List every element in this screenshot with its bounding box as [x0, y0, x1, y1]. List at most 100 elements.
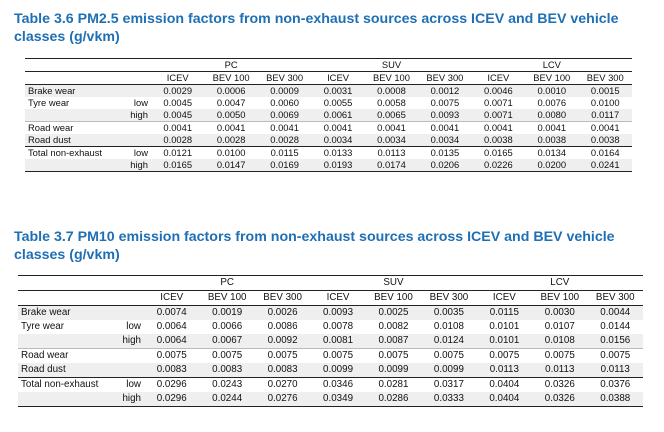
value-cell: 0.0326 [532, 392, 588, 407]
value-cell: 0.0075 [587, 348, 643, 363]
value-cell: 0.0333 [421, 392, 477, 407]
value-cell: 0.0281 [365, 377, 422, 392]
value-cell: 0.0075 [476, 348, 533, 363]
group-header: PC [144, 275, 311, 291]
value-cell: 0.0041 [257, 121, 312, 134]
value-cell: 0.0296 [144, 392, 200, 407]
value-cell: 0.0388 [587, 392, 643, 407]
column-header: BEV 300 [421, 290, 477, 306]
value-cell: 0.0006 [204, 84, 258, 97]
value-cell: 0.0075 [199, 348, 255, 363]
value-cell: 0.0144 [600, 321, 631, 332]
value-cell: 0.0010 [525, 84, 579, 97]
value-cell: 0.0115 [476, 305, 533, 320]
corner-cell [25, 58, 151, 72]
value-cell: 0.0099 [310, 363, 366, 378]
table-row: Road dust 0.0028 0.0028 0.0028 0.0034 0.0034 0… [25, 134, 632, 147]
row-label: Road dust [25, 134, 117, 147]
value-cell: 0.0075 [532, 348, 588, 363]
value-cell: 0.0165 [151, 159, 205, 172]
value-cell: 0.0064 [156, 321, 187, 332]
value-cell: 0.0041 [525, 121, 579, 134]
corner-cell [25, 71, 151, 85]
value-cell: 0.0113 [476, 363, 533, 378]
table-row: high 0.0296 0.0244 0.0276 0.0349 0.0286 0.0333… [18, 392, 643, 407]
value-cell: 0.0044 [587, 305, 643, 320]
value-cell: 0.0086 [267, 321, 298, 332]
value-cell: 0.0034 [364, 134, 419, 147]
value-cell: 0.0076 [537, 97, 567, 108]
row-variant [117, 84, 151, 97]
value-cell: 0.0071 [484, 97, 513, 108]
value-cell: 0.0147 [204, 159, 258, 172]
value-cell: 0.0041 [418, 121, 472, 134]
value-cell: 0.0012 [418, 84, 472, 97]
value-cell: 0.0174 [364, 159, 419, 172]
value-cell: 0.0108 [532, 334, 588, 349]
table-row: high 0.0045 0.0050 0.0069 0.0061 0.0065 0.0093… [25, 109, 632, 122]
row-label: Road wear [18, 348, 110, 363]
table-row: Road wear 0.0075 0.0075 0.0075 0.0075 0.0075 0… [18, 348, 643, 363]
value-cell: 0.0100 [204, 146, 258, 159]
value-cell: 0.0083 [144, 363, 200, 378]
value-cell: 0.0241 [578, 159, 632, 172]
row-variant [117, 134, 151, 147]
value-cell: 0.0041 [578, 121, 632, 134]
value-cell: 0.0025 [365, 305, 422, 320]
row-label: Tyre wear [28, 97, 70, 108]
column-header: BEV 100 [199, 290, 255, 306]
value-cell: 0.0326 [532, 377, 588, 392]
value-cell: 0.0083 [254, 363, 311, 378]
value-cell: 0.0404 [476, 377, 533, 392]
row-label [18, 334, 110, 349]
value-cell: 0.0075 [365, 348, 422, 363]
column-header: BEV 300 [257, 71, 312, 85]
value-cell: 0.0100 [590, 97, 620, 108]
value-cell: 0.0065 [364, 109, 419, 122]
table-row: Brake wear 0.0029 0.0006 0.0009 0.0031 0.0008… [25, 84, 632, 97]
group-header: LCV [471, 58, 632, 72]
value-cell: 0.0124 [421, 334, 477, 349]
group-header: PC [151, 58, 312, 72]
value-cell: 0.0083 [199, 363, 255, 378]
row-variant: high [110, 334, 144, 349]
value-cell: 0.0034 [418, 134, 472, 147]
corner-cell [18, 290, 144, 306]
value-cell: 0.0317 [421, 377, 477, 392]
value-cell: 0.0038 [525, 134, 579, 147]
column-header: BEV 300 [587, 290, 643, 306]
value-cell: 0.0009 [257, 84, 312, 97]
row-variant: high [117, 159, 151, 172]
value-cell: 0.0075 [254, 348, 311, 363]
row-variant: low [117, 146, 151, 159]
value-cell: 0.0038 [471, 134, 526, 147]
value-cell: 0.0134 [525, 146, 579, 159]
row-label: Brake wear [18, 305, 110, 320]
value-cell: 0.0034 [311, 134, 365, 147]
value-cell: 0.0075 [144, 348, 200, 363]
row-label: Brake wear [25, 84, 117, 97]
column-header: ICEV [310, 290, 366, 306]
table-row: Tyre wear low 0.0064 0.0066 0.0086 0.0078 0.00… [18, 320, 643, 334]
value-cell: 0.0296 [144, 377, 200, 392]
column-header: ICEV [151, 71, 205, 85]
value-cell: 0.0046 [471, 84, 526, 97]
column-header: BEV 300 [578, 71, 632, 85]
pm25-table: PC SUV LCV ICEV BEV 100 BEV 300 ICEV BEV 100 BEV… [25, 58, 632, 172]
value-cell: 0.0045 [163, 97, 193, 108]
value-cell: 0.0060 [270, 97, 299, 108]
value-cell: 0.0276 [254, 392, 311, 407]
value-cell: 0.0286 [365, 392, 422, 407]
table-row: Brake wear 0.0074 0.0019 0.0026 0.0093 0.0025… [18, 305, 643, 320]
value-cell: 0.0030 [532, 305, 588, 320]
value-cell: 0.0031 [311, 84, 365, 97]
pm10-table: PC SUV LCV ICEV BEV 100 BEV 300 ICEV BEV 100 BEV… [18, 275, 643, 407]
value-cell: 0.0133 [311, 146, 365, 159]
value-cell: 0.0093 [310, 305, 366, 320]
group-header-row: PC SUV LCV [25, 58, 632, 72]
column-header: ICEV [311, 71, 365, 85]
column-header: BEV 100 [532, 290, 588, 306]
value-cell: 0.0055 [323, 97, 353, 108]
table-row: Road dust 0.0083 0.0083 0.0083 0.0099 0.0099 0… [18, 363, 643, 378]
column-header: BEV 100 [364, 71, 419, 85]
